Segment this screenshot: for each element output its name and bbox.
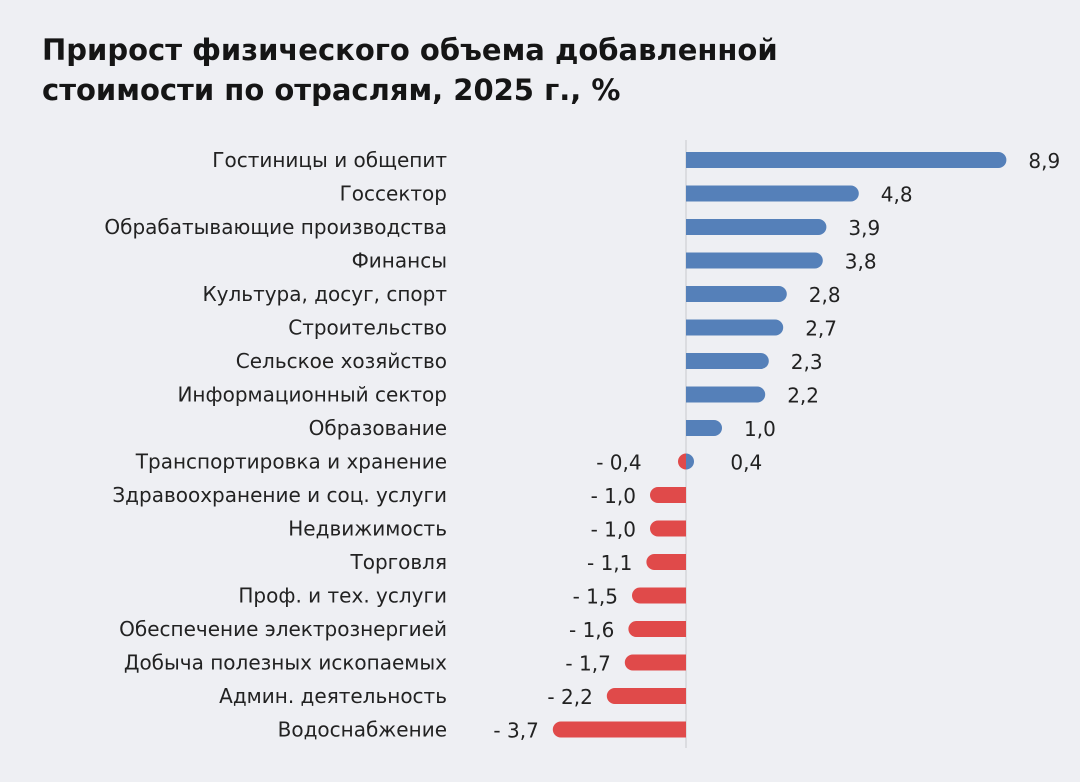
- category-label: Здравоохранение и соц. услуги: [112, 483, 447, 507]
- category-label: Обеспечение электрознергией: [119, 617, 447, 641]
- data-label: - 3,7: [493, 719, 538, 743]
- category-label: Водоснабжение: [278, 718, 447, 742]
- bar-negative: [650, 520, 686, 537]
- data-label: 3,9: [848, 216, 880, 240]
- data-label: - 1,6: [569, 618, 614, 642]
- data-label: - 1,7: [565, 652, 610, 676]
- data-label: 2,3: [791, 350, 823, 374]
- data-label: 0,4: [730, 451, 762, 475]
- bar-positive: [686, 319, 784, 336]
- category-label: Образование: [309, 416, 447, 440]
- category-label: Сельское хозяйство: [236, 349, 447, 373]
- data-label: - 1,0: [591, 518, 636, 542]
- bar-negative: [552, 721, 686, 738]
- bar-positive: [686, 185, 859, 202]
- category-label: Проф. и тех. услуги: [238, 584, 447, 608]
- category-label: Финансы: [352, 249, 447, 273]
- category-label: Гостиницы и общепит: [212, 148, 447, 172]
- data-label: 2,7: [805, 317, 837, 341]
- category-label: Добыча полезных ископаемых: [124, 651, 447, 675]
- bar-negative: [624, 654, 686, 671]
- data-label: 1,0: [744, 417, 776, 441]
- data-label: 3,8: [845, 250, 877, 274]
- bar-negative: [606, 688, 686, 704]
- category-label: Торговля: [350, 550, 448, 574]
- bar-negative: [632, 587, 686, 604]
- data-label: 2,2: [787, 384, 819, 408]
- data-label: - 2,2: [547, 685, 592, 709]
- bar-negative: [646, 554, 686, 570]
- category-label: Культура, досуг, спорт: [202, 282, 447, 306]
- category-label: Обрабатывающие производства: [104, 215, 447, 239]
- category-label: Транспортировка и хранение: [135, 450, 447, 474]
- category-label: Недвижимость: [288, 517, 447, 541]
- data-label: 8,9: [1028, 149, 1060, 173]
- chart-title: Прирост физического объема добавленной с…: [42, 33, 778, 107]
- category-label: Строительство: [288, 316, 447, 340]
- category-label: Админ. деятельность: [219, 684, 447, 708]
- category-label: Госсектор: [340, 182, 447, 206]
- bar-positive: [686, 453, 694, 470]
- data-label: - 1,1: [587, 551, 632, 575]
- bar-positive: [686, 152, 1007, 168]
- bar-positive: [686, 286, 787, 302]
- data-label: 4,8: [881, 183, 913, 207]
- bar-positive: [686, 386, 766, 403]
- data-label: - 0,4: [596, 451, 641, 475]
- data-label: 2,8: [809, 283, 841, 307]
- bar-negative: [650, 487, 686, 503]
- bar-positive: [686, 420, 722, 436]
- data-label: - 1,5: [573, 585, 618, 609]
- category-label: Информационный сектор: [177, 383, 447, 407]
- bar-negative: [628, 621, 686, 637]
- bar-positive: [686, 252, 823, 269]
- bar-positive: [686, 353, 769, 369]
- data-label: - 1,0: [591, 484, 636, 508]
- bar-negative: [678, 453, 686, 470]
- bar-positive: [686, 219, 827, 235]
